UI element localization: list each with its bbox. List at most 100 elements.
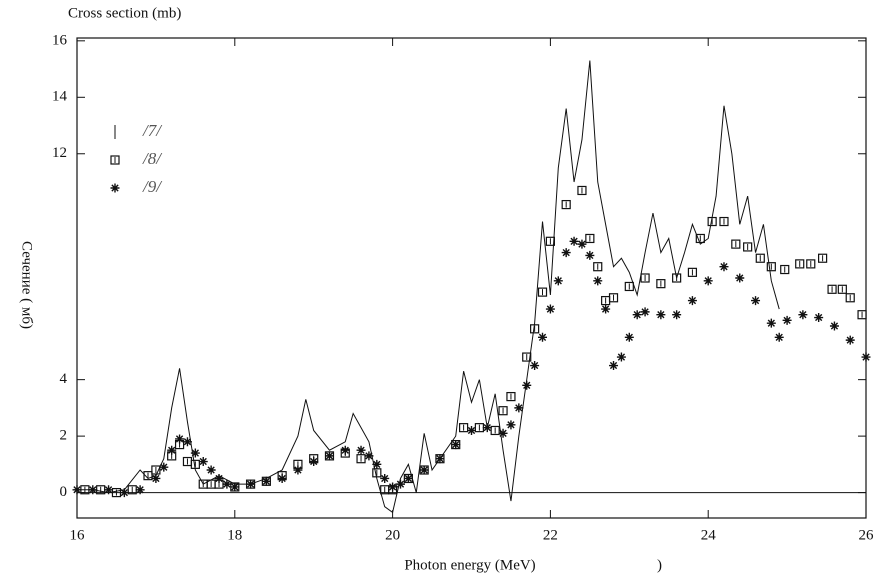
square-marker — [656, 279, 666, 289]
star-marker — [530, 361, 540, 371]
star-marker — [522, 380, 532, 390]
square-marker — [743, 242, 753, 252]
square-marker — [561, 199, 571, 210]
star-marker — [119, 488, 129, 498]
square-marker — [545, 236, 556, 246]
star-marker — [206, 465, 216, 475]
x-tick-label: 16 — [70, 527, 86, 543]
series-line — [77, 60, 780, 514]
square-marker — [755, 253, 765, 263]
star-marker — [751, 296, 761, 306]
star-marker — [782, 315, 792, 325]
star-marker — [766, 318, 776, 328]
star-marker — [190, 448, 200, 458]
square-marker — [506, 391, 516, 402]
square-marker — [490, 425, 500, 436]
star-marker — [538, 332, 548, 342]
star-marker — [609, 361, 619, 371]
star-marker — [110, 183, 120, 193]
star-marker — [246, 479, 256, 489]
star-marker — [601, 304, 611, 314]
star-marker — [198, 457, 208, 467]
square-marker — [640, 273, 650, 283]
star-marker — [814, 313, 824, 323]
star-marker — [403, 473, 413, 483]
square-marker — [498, 406, 508, 416]
square-marker — [719, 216, 729, 227]
square-marker — [845, 293, 855, 303]
star-marker — [182, 437, 192, 447]
star-marker — [159, 462, 169, 472]
star-marker — [719, 262, 729, 272]
star-marker — [277, 473, 287, 483]
star-marker — [577, 239, 587, 249]
star-marker — [703, 276, 713, 286]
star-marker — [593, 276, 603, 286]
star-marker — [672, 310, 682, 320]
star-marker — [175, 434, 185, 444]
square-marker — [459, 423, 469, 433]
y-tick-label: 16 — [52, 32, 68, 48]
y-tick-label: 4 — [60, 371, 68, 387]
legend-label: /7/ — [142, 121, 163, 140]
star-marker — [356, 445, 366, 455]
square-marker — [110, 155, 120, 165]
star-marker — [261, 476, 271, 486]
square-marker — [198, 479, 208, 489]
square-marker — [818, 253, 828, 263]
star-marker — [798, 310, 808, 320]
star-marker — [72, 485, 82, 495]
x-tick-label: 26 — [859, 527, 875, 543]
star-marker — [324, 451, 334, 461]
star-marker — [388, 482, 398, 492]
x-tick-label: 22 — [543, 527, 558, 543]
square-marker — [537, 287, 548, 297]
square-marker — [601, 295, 611, 306]
y-tick-label: 0 — [60, 484, 68, 500]
star-marker — [687, 296, 697, 306]
square-marker — [837, 284, 847, 294]
star-marker — [514, 403, 524, 413]
star-marker — [561, 248, 571, 258]
square-marker — [672, 273, 682, 283]
star-marker — [482, 423, 492, 433]
square-marker — [624, 281, 634, 292]
star-marker — [435, 454, 445, 464]
star-marker — [167, 445, 177, 455]
y-tick-label: 12 — [52, 145, 67, 161]
star-marker — [293, 465, 303, 475]
star-marker — [467, 425, 476, 435]
square-marker — [143, 471, 153, 481]
star-marker — [451, 440, 461, 450]
square-marker — [530, 324, 540, 334]
x-tick-label: 24 — [701, 527, 717, 543]
x-tick-label: 18 — [227, 527, 242, 543]
star-marker — [861, 352, 871, 362]
star-marker — [372, 459, 382, 469]
star-marker — [135, 485, 145, 495]
square-marker — [695, 233, 705, 244]
square-marker — [356, 454, 366, 464]
square-marker — [577, 185, 587, 196]
square-marker — [585, 233, 595, 244]
star-marker — [364, 451, 374, 461]
legend-label: /8/ — [142, 149, 163, 168]
star-marker — [104, 485, 114, 495]
star-marker — [395, 479, 405, 489]
star-marker — [735, 273, 745, 283]
square-marker — [731, 239, 741, 249]
star-marker — [553, 276, 563, 286]
x-tick-label: 20 — [385, 527, 400, 543]
square-marker — [766, 262, 776, 272]
square-marker — [190, 459, 200, 469]
legend-label: /9/ — [142, 177, 163, 196]
square-marker — [687, 267, 698, 277]
annotation: ) — [657, 557, 662, 573]
y-axis-label: Сечение ( мб) — [19, 241, 35, 329]
star-marker — [640, 307, 650, 317]
square-marker — [182, 456, 193, 467]
star-marker — [656, 310, 666, 320]
y-tick-label: 2 — [60, 428, 68, 444]
star-marker — [632, 310, 642, 320]
